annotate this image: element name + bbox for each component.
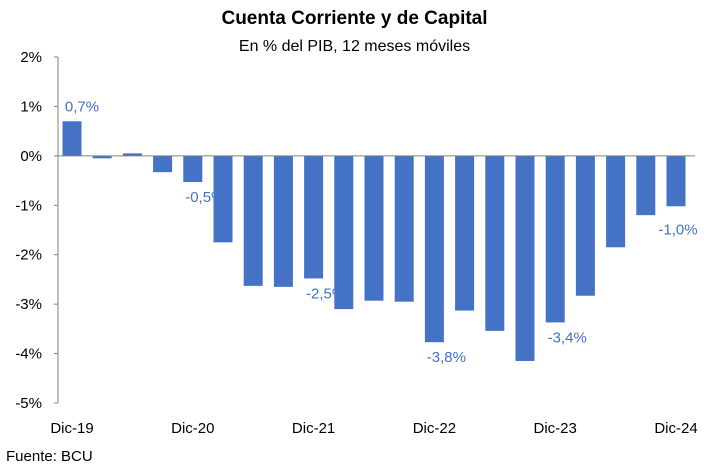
bar xyxy=(424,155,444,343)
bar xyxy=(183,155,203,183)
bar xyxy=(62,121,82,156)
y-tick-label: -5% xyxy=(15,395,42,412)
bar xyxy=(545,155,565,323)
bar xyxy=(273,155,293,287)
y-tick-label: 1% xyxy=(20,98,42,115)
x-tick-label: Dic-22 xyxy=(413,420,456,437)
y-tick-label: -4% xyxy=(15,346,42,363)
y-tick-label: 0% xyxy=(20,148,42,165)
y-tick-label: -3% xyxy=(15,296,42,313)
bar xyxy=(485,155,505,331)
bar xyxy=(153,155,173,173)
data-label: -2,5% xyxy=(306,285,345,302)
bar xyxy=(92,155,112,159)
bar xyxy=(666,155,686,207)
bar xyxy=(455,155,475,311)
bar xyxy=(606,155,626,248)
x-tick-label: Dic-19 xyxy=(50,420,93,437)
bar xyxy=(575,155,595,296)
bar xyxy=(122,153,142,156)
bar xyxy=(304,155,324,279)
x-tick-label: Dic-20 xyxy=(171,420,214,437)
x-tick-label: Dic-21 xyxy=(292,420,335,437)
chart-title: Cuenta Corriente y de Capital xyxy=(221,8,488,29)
bar xyxy=(213,155,233,243)
y-tick-label: -1% xyxy=(15,197,42,214)
bar xyxy=(636,155,656,216)
bar xyxy=(515,155,535,361)
y-tick-label: 2% xyxy=(20,49,42,66)
source-note: Fuente: BCU xyxy=(6,448,93,465)
chart-subtitle: En % del PIB, 12 meses móviles xyxy=(238,38,471,55)
data-label: -0,5% xyxy=(185,189,224,206)
data-label: -3,8% xyxy=(427,349,466,366)
bar xyxy=(394,155,414,302)
data-label: 0,7% xyxy=(65,98,99,115)
x-tick-label: Dic-23 xyxy=(534,420,577,437)
data-label: -3,4% xyxy=(548,329,587,346)
bar xyxy=(334,155,354,310)
y-tick-label: -2% xyxy=(15,247,42,264)
x-tick-label: Dic-24 xyxy=(654,420,697,437)
data-label: -1,0% xyxy=(658,221,697,238)
bar xyxy=(364,155,384,301)
bar xyxy=(243,155,263,286)
